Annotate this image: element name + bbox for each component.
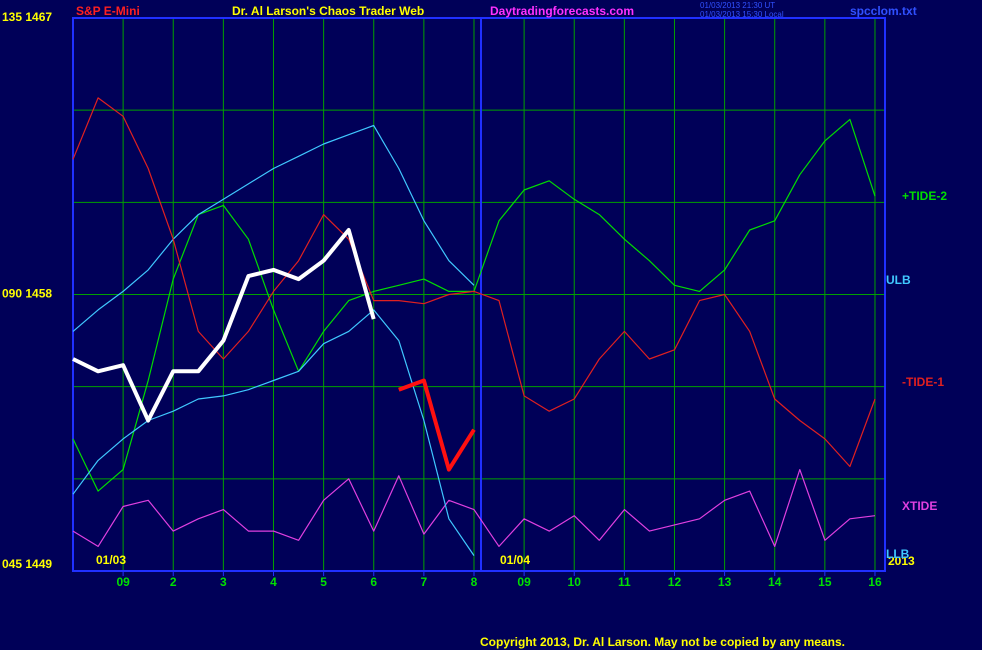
series-line (72, 97, 876, 468)
x-tick-label: 13 (718, 575, 732, 589)
x-tick-label: 14 (768, 575, 782, 589)
instrument: S&P E-Mini (76, 4, 140, 18)
date-label: 01/04 (500, 553, 530, 567)
price-line (398, 378, 476, 472)
copyright: Copyright 2013, Dr. Al Larson. May not b… (480, 635, 845, 649)
series-line (72, 309, 475, 556)
price-line (72, 228, 376, 423)
grid (73, 17, 885, 572)
series-line (72, 469, 876, 547)
y-tick-label: 090 1458 (2, 287, 52, 301)
x-tick-label: 12 (668, 575, 682, 589)
legend-label: +TIDE-2 (902, 189, 947, 203)
series-group (72, 97, 876, 556)
x-tick-label: 4 (270, 575, 277, 589)
series-line (72, 124, 475, 332)
x-tick-label: 5 (320, 575, 327, 589)
x-tick-label: 10 (568, 575, 582, 589)
website: Daytradingforecasts.com (490, 4, 634, 18)
x-tick-label: 16 (868, 575, 882, 589)
legend-label: ULB (886, 273, 911, 287)
year-label: 2013 (888, 554, 915, 568)
x-tick-label: 6 (370, 575, 377, 589)
x-tick-label: 2 (170, 575, 177, 589)
timestamp: 01/03/2013 15:30 Local (700, 10, 784, 19)
x-tick-label: 3 (220, 575, 227, 589)
legend-label: XTIDE (902, 499, 937, 513)
x-tick-label: 09 (517, 575, 531, 589)
timestamp: 01/03/2013 21:30 UT (700, 1, 775, 10)
legend-label: LLB (886, 547, 910, 561)
x-tick-label: 11 (618, 575, 631, 589)
x-tick-label: 8 (471, 575, 478, 589)
file-name: spcclom.txt (850, 4, 917, 18)
x-tick-label: 09 (116, 575, 130, 589)
chart-title: Dr. Al Larson's Chaos Trader Web (232, 4, 424, 18)
date-label: 01/03 (96, 553, 126, 567)
plot-frame (72, 17, 886, 572)
y-tick-label: 135 1467 (2, 10, 52, 24)
legend-label: -TIDE-1 (902, 375, 944, 389)
x-tick-label: 7 (421, 575, 428, 589)
y-tick-label: 045 1449 (2, 557, 52, 571)
x-tick-label: 15 (818, 575, 832, 589)
